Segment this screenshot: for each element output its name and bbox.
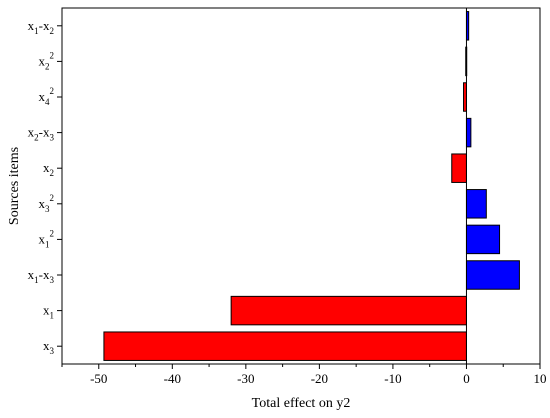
- y-tick-label-sup: 2: [50, 86, 55, 96]
- y-tick-label-sub1: 1: [45, 239, 50, 249]
- x-axis-title: Total effect on y2: [252, 396, 351, 411]
- y-tick-label-sub1: 1: [34, 26, 39, 36]
- y-tick-label-base: x: [39, 53, 46, 68]
- y-tick-label-sub2: 3: [50, 275, 55, 285]
- y-tick-label-mid: -x: [39, 18, 50, 33]
- y-tick-label-sub2: 2: [50, 26, 55, 36]
- y-tick-label-sub2: 3: [50, 133, 55, 143]
- y-tick-label-base: x: [43, 303, 50, 318]
- x-tick-label: -40: [164, 371, 181, 386]
- x-tick-label: -50: [90, 371, 107, 386]
- y-tick-label-base: x: [43, 160, 50, 175]
- y-tick-label-sup: 2: [50, 193, 55, 203]
- y-tick-label-base: x: [39, 231, 46, 246]
- y-tick-label: x22: [39, 50, 55, 71]
- bar: [465, 117, 472, 148]
- bar: [230, 295, 467, 326]
- y-tick-label-sup: 2: [50, 50, 55, 60]
- y-tick-label: x3: [43, 338, 55, 356]
- x-tick-label: -30: [237, 371, 254, 386]
- y-tick-label-sub1: 2: [45, 61, 50, 71]
- bar: [451, 153, 467, 183]
- y-tick-label: x1-x2: [28, 18, 54, 36]
- x-tick-label: -10: [384, 371, 401, 386]
- y-tick-label: x2: [43, 160, 54, 178]
- y-tick-label: x42: [39, 86, 55, 107]
- y-tick-label-sub1: 3: [50, 346, 55, 356]
- y-tick-label: x12: [39, 228, 55, 249]
- y-tick-label-sub1: 3: [45, 204, 50, 214]
- bar-group: [103, 11, 520, 361]
- bar: [465, 189, 487, 219]
- y-tick-label-base: x: [39, 89, 46, 104]
- y-tick-label: x32: [39, 193, 55, 214]
- x-tick-label: 0: [463, 371, 470, 386]
- x-tick-label: -20: [311, 371, 328, 386]
- y-tick-label-base: x: [43, 338, 50, 353]
- y-axis-title: Sources items: [7, 147, 22, 225]
- y-tick-label-sub1: 2: [50, 168, 55, 178]
- y-tick-label-mid: -x: [39, 125, 50, 140]
- y-tick-label-sup: 2: [50, 228, 55, 238]
- x-tick-label: 10: [534, 371, 547, 386]
- y-tick-label-base: x: [39, 196, 46, 211]
- y-tick-label-base: x: [28, 267, 35, 282]
- y-tick-label-sub1: 2: [34, 133, 39, 143]
- x-axis: -50 -40 -30 -20 -10 0 10: [61, 364, 547, 386]
- y-tick-label: x2-x3: [28, 125, 55, 143]
- bar: [465, 224, 501, 255]
- y-tick-label-sub1: 4: [45, 97, 50, 107]
- y-tick-label-base: x: [28, 125, 35, 140]
- y-tick-label: x1-x3: [28, 267, 55, 285]
- y-tick-label-sub1: 1: [34, 275, 39, 285]
- plot-frame: [61, 7, 541, 365]
- y-tick-label-sub1: 1: [50, 311, 55, 321]
- bar: [465, 260, 520, 290]
- y-tick-label: x1: [43, 303, 54, 321]
- y-tick-label-base: x: [28, 18, 35, 33]
- y-tick-label-mid: -x: [39, 267, 50, 282]
- bar: [103, 331, 467, 361]
